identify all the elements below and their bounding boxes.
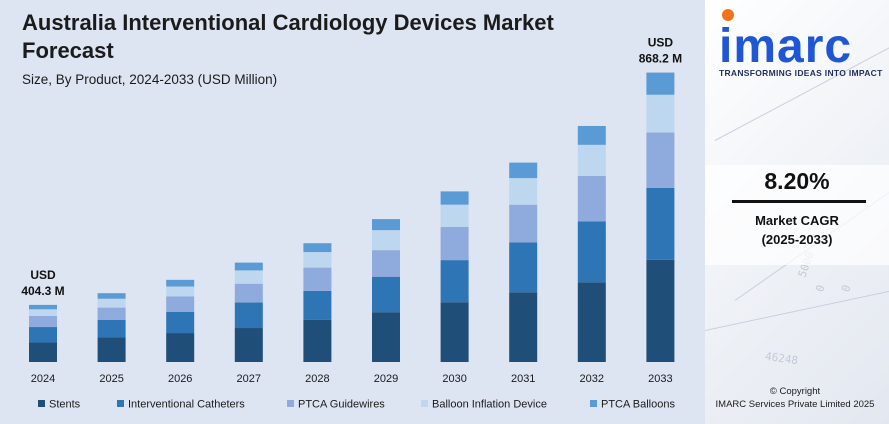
bar-ptca-guidewires-2031 [509,204,538,243]
bar-ptca-balloons-2031 [509,162,538,179]
bar-balloon-inflation-device-2032 [577,144,606,176]
bar-stents-2024 [29,342,57,362]
bar-stents-2031 [509,292,538,362]
bar-ptca-balloons-2026 [166,279,195,287]
logo-tagline: TRANSFORMING IDEAS INTO IMPACT [719,68,883,78]
x-tick-label-2029: 2029 [374,373,398,385]
x-tick-label-2027: 2027 [237,373,261,385]
legend-label-ptca-balloons: PTCA Balloons [601,399,675,411]
bar-ptca-guidewires-2028 [303,267,332,291]
side-panel: 5000 0 0 46248 imarc TRANSFORMING IDEAS … [705,0,889,424]
legend-label-interventional-catheters: Interventional Catheters [128,399,245,411]
decorative-number: 0 [813,283,828,294]
chart-title: Australia Interventional Cardiology Devi… [22,10,554,63]
bar-interventional-catheters-2027 [234,302,263,329]
bar-interventional-catheters-2030 [440,260,469,303]
bar-ptca-guidewires-2032 [577,175,606,222]
bar-stents-2027 [234,328,263,362]
bar-balloon-inflation-device-2031 [509,178,538,205]
legend-swatch-interventional-catheters [117,400,124,407]
bar-stents-2026 [166,333,195,362]
bar-ptca-guidewires-2025 [97,307,126,320]
legend-label-ptca-guidewires: PTCA Guidewires [298,399,385,411]
bar-stents-2033 [646,259,675,362]
imarc-logo: imarc [719,20,853,73]
cagr-label-line2: (2025-2033) [761,232,833,247]
legend-label-balloon-inflation-device: Balloon Inflation Device [432,399,547,411]
decorative-number: 0 [839,283,854,294]
logo-dot [722,9,734,21]
bar-ptca-balloons-2027 [234,262,263,271]
cagr-value: 8.20% [764,168,830,194]
bar-interventional-catheters-2024 [29,327,57,343]
bar-balloon-inflation-device-2030 [440,204,469,227]
bar-balloon-inflation-device-2025 [97,298,126,308]
bar-balloon-inflation-device-2028 [303,252,332,268]
x-tick-label-2032: 2032 [580,373,604,385]
total-label-value-2024: 404.3 M [21,284,64,298]
bar-ptca-balloons-2029 [372,219,400,231]
bar-interventional-catheters-2031 [509,242,538,293]
decorative-number: 46248 [764,349,799,368]
cagr-divider [732,200,866,203]
bar-interventional-catheters-2029 [372,276,400,313]
bar-ptca-balloons-2030 [440,191,469,205]
bar-stents-2030 [440,302,469,362]
copyright-line2: IMARC Services Private Limited 2025 [715,399,875,410]
bar-ptca-guidewires-2033 [646,132,675,188]
bar-stents-2029 [372,312,400,362]
cagr-box [705,165,889,265]
bar-interventional-catheters-2025 [97,319,126,338]
x-tick-label-2033: 2033 [648,373,672,385]
bar-interventional-catheters-2026 [166,311,195,334]
bar-ptca-guidewires-2027 [234,283,263,303]
bar-balloon-inflation-device-2029 [372,230,400,251]
bar-ptca-balloons-2024 [29,304,57,310]
x-tick-label-2026: 2026 [168,373,192,385]
legend-swatch-ptca-guidewires [287,400,294,407]
bar-stents-2028 [303,319,332,362]
bar-stents-2025 [97,337,126,362]
bar-interventional-catheters-2033 [646,187,675,260]
cagr-label: Market CAGR (2025-2033) [705,211,889,249]
total-label-currency-2024: USD [30,268,56,282]
bar-ptca-guidewires-2024 [29,315,57,328]
bar-stents-2032 [577,282,606,362]
decorative-line [705,290,889,331]
bar-ptca-balloons-2025 [97,293,126,299]
x-tick-label-2025: 2025 [99,373,123,385]
total-label-value-2033: 868.2 M [639,52,682,66]
cagr-label-line1: Market CAGR [755,213,839,228]
x-tick-label-2028: 2028 [305,373,329,385]
bar-ptca-guidewires-2026 [166,296,195,312]
bar-ptca-balloons-2028 [303,243,332,253]
legend-swatch-balloon-inflation-device [421,400,428,407]
x-tick-label-2024: 2024 [31,373,55,385]
stacked-bar-chart: 2024 2025 2026 2027 2028 2029 2030 2031 2032 2033… [21,36,682,411]
bar-balloon-inflation-device-2026 [166,286,195,297]
bar-ptca-balloons-2032 [577,125,606,145]
copyright-line1: © Copyright [769,386,821,397]
total-label-currency-2033: USD [648,36,674,50]
chart-panel: Australia Interventional Cardiology Devi… [0,0,705,424]
legend-swatch-ptca-balloons [590,400,597,407]
x-tick-label-2030: 2030 [442,373,466,385]
bar-balloon-inflation-device-2027 [234,270,263,284]
bar-interventional-catheters-2032 [577,221,606,283]
x-tick-label-2031: 2031 [511,373,535,385]
bar-ptca-guidewires-2029 [372,250,400,277]
bar-ptca-guidewires-2030 [440,226,469,261]
bar-balloon-inflation-device-2033 [646,94,675,133]
legend-swatch-stents [38,400,45,407]
bar-ptca-balloons-2033 [646,72,675,95]
bar-balloon-inflation-device-2024 [29,309,57,316]
copyright: © Copyright IMARC Services Private Limit… [705,385,885,411]
chart-subtitle: Size, By Product, 2024-2033 (USD Million… [22,72,278,87]
bar-interventional-catheters-2028 [303,290,332,320]
legend-label-stents: Stents [49,399,81,411]
